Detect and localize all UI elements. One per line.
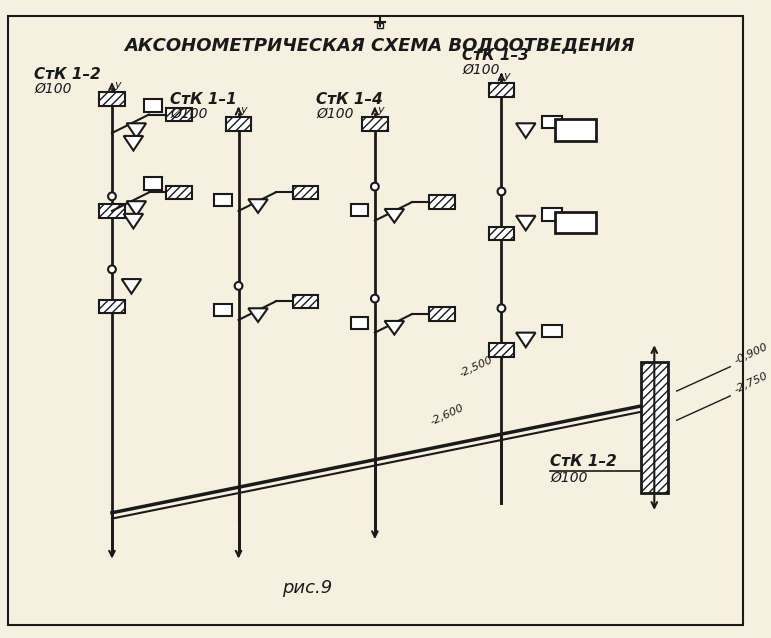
Polygon shape	[248, 199, 268, 213]
Bar	[351, 204, 368, 216]
Text: у: у	[377, 105, 383, 115]
Circle shape	[371, 295, 379, 302]
Polygon shape	[122, 279, 141, 293]
Bar	[167, 186, 192, 199]
Text: рис.9: рис.9	[282, 579, 332, 597]
Bar	[489, 84, 514, 97]
Bar	[214, 195, 232, 206]
Bar	[542, 208, 562, 221]
Polygon shape	[126, 123, 146, 138]
Circle shape	[108, 265, 116, 273]
Text: у: у	[241, 105, 247, 115]
Circle shape	[234, 282, 242, 290]
Polygon shape	[385, 209, 404, 223]
Bar	[99, 299, 125, 313]
Bar	[226, 117, 251, 131]
Circle shape	[497, 188, 505, 195]
Bar	[377, 23, 382, 28]
Polygon shape	[516, 216, 536, 230]
Circle shape	[371, 182, 379, 191]
Polygon shape	[248, 308, 268, 322]
Text: у: у	[503, 71, 510, 80]
Bar	[489, 343, 514, 357]
Bar	[293, 295, 318, 308]
Text: -2,600: -2,600	[429, 403, 465, 427]
Text: у: у	[114, 80, 120, 90]
Text: СтК 1–4: СтК 1–4	[316, 92, 383, 107]
Text: Ø100: Ø100	[463, 63, 500, 77]
Text: -0,900: -0,900	[732, 341, 769, 366]
Text: Ø100: Ø100	[34, 82, 72, 96]
Text: СтК 1–3: СтК 1–3	[463, 48, 529, 63]
Text: АКСОНОМЕТРИЧЕСКАЯ СХЕМА ВОДООТВЕДЕНИЯ: АКСОНОМЕТРИЧЕСКАЯ СХЕМА ВОДООТВЕДЕНИЯ	[124, 36, 635, 54]
Text: СтК 1–2: СтК 1–2	[34, 68, 101, 82]
Polygon shape	[516, 332, 536, 347]
Bar	[144, 177, 162, 189]
Bar	[489, 226, 514, 240]
Bar	[99, 204, 125, 218]
Text: Ø100: Ø100	[170, 107, 208, 121]
Bar	[542, 325, 562, 338]
Text: СтК 1–1: СтК 1–1	[170, 92, 237, 107]
Polygon shape	[385, 321, 404, 334]
Bar	[555, 212, 596, 234]
Bar	[429, 195, 455, 209]
Circle shape	[108, 193, 116, 200]
Bar	[542, 115, 562, 128]
Bar	[167, 108, 192, 121]
Text: Ø100: Ø100	[550, 471, 588, 485]
Text: -2,750: -2,750	[732, 371, 769, 395]
Text: Ø100: Ø100	[316, 107, 354, 121]
Bar	[555, 119, 596, 141]
Polygon shape	[123, 136, 143, 151]
Circle shape	[497, 304, 505, 312]
Bar	[351, 317, 368, 329]
Text: -2,500: -2,500	[458, 354, 494, 378]
Bar	[293, 186, 318, 199]
Bar	[362, 117, 388, 131]
Bar	[641, 362, 668, 493]
Bar	[99, 92, 125, 106]
Bar	[144, 99, 162, 112]
Bar	[429, 308, 455, 321]
Bar	[214, 304, 232, 316]
Polygon shape	[126, 201, 146, 216]
Text: СтК 1–2: СтК 1–2	[550, 454, 617, 469]
Polygon shape	[123, 214, 143, 228]
Polygon shape	[516, 123, 536, 138]
